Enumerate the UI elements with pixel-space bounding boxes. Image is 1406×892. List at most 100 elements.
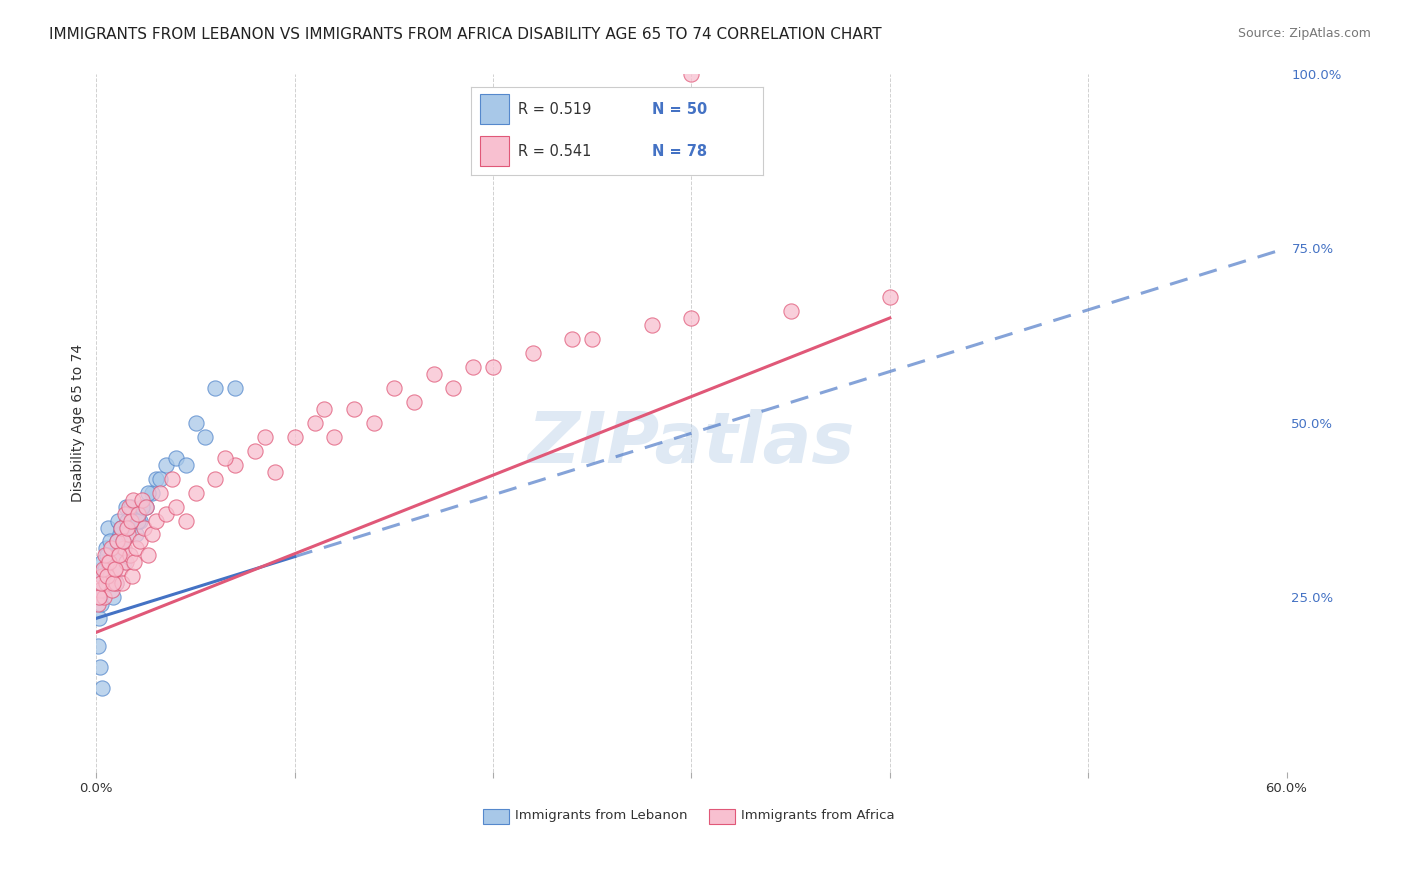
Point: [120, 549, 142, 563]
Point: [402, 394, 425, 409]
Point: [141, 485, 163, 500]
Point: [91, 569, 114, 583]
Point: [103, 576, 125, 591]
Text: Source: ZipAtlas.com: Source: ZipAtlas.com: [1237, 27, 1371, 40]
Point: [136, 485, 159, 500]
Point: [136, 549, 159, 563]
Point: [681, 310, 703, 325]
Point: [115, 500, 138, 514]
Point: [131, 500, 153, 514]
Point: [174, 458, 197, 472]
Point: [122, 492, 145, 507]
Point: [779, 304, 801, 318]
Point: [111, 576, 134, 591]
Point: [112, 556, 135, 570]
Point: [108, 562, 131, 576]
FancyBboxPatch shape: [709, 809, 735, 824]
Point: [115, 556, 138, 570]
Point: [224, 381, 246, 395]
Point: [641, 318, 664, 332]
Point: [264, 465, 287, 479]
FancyBboxPatch shape: [484, 809, 509, 824]
Point: [94, 562, 117, 576]
Point: [93, 591, 115, 605]
Text: Immigrants from Lebanon: Immigrants from Lebanon: [516, 809, 688, 822]
Point: [105, 534, 128, 549]
Point: [120, 514, 142, 528]
Point: [105, 534, 128, 549]
Point: [91, 681, 114, 695]
Point: [343, 401, 366, 416]
Point: [104, 562, 127, 576]
Point: [149, 485, 172, 500]
Point: [155, 507, 177, 521]
Point: [110, 520, 132, 534]
Point: [100, 562, 122, 576]
Point: [91, 583, 114, 598]
Point: [117, 520, 139, 534]
Point: [94, 549, 117, 563]
Point: [89, 591, 111, 605]
Point: [121, 507, 143, 521]
Point: [243, 443, 266, 458]
Point: [117, 527, 139, 541]
Point: [91, 562, 114, 576]
Point: [184, 485, 207, 500]
Point: [131, 492, 153, 507]
Point: [101, 556, 124, 570]
Point: [304, 416, 326, 430]
Point: [382, 381, 405, 395]
Point: [100, 541, 122, 556]
Point: [98, 534, 121, 549]
Point: [122, 556, 145, 570]
Point: [129, 534, 152, 549]
Point: [135, 500, 157, 514]
Point: [110, 520, 132, 534]
Point: [115, 520, 138, 534]
Point: [105, 576, 128, 591]
Point: [441, 381, 464, 395]
Point: [90, 576, 112, 591]
Point: [112, 534, 135, 549]
Point: [363, 416, 385, 430]
Point: [115, 514, 138, 528]
Point: [522, 346, 544, 360]
Point: [463, 359, 485, 374]
Point: [125, 527, 148, 541]
Point: [127, 514, 149, 528]
Point: [184, 416, 207, 430]
Point: [93, 569, 115, 583]
Point: [108, 549, 131, 563]
Point: [97, 520, 120, 534]
Text: ZIPatlas: ZIPatlas: [527, 409, 855, 478]
Point: [118, 500, 141, 514]
Point: [314, 401, 336, 416]
Point: [105, 576, 128, 591]
Point: [174, 514, 197, 528]
Point: [96, 576, 118, 591]
Point: [120, 500, 142, 514]
Point: [253, 430, 276, 444]
Point: [98, 576, 121, 591]
Point: [145, 472, 167, 486]
Point: [89, 591, 111, 605]
Point: [125, 541, 148, 556]
Point: [97, 556, 120, 570]
Point: [112, 534, 135, 549]
Point: [145, 514, 167, 528]
Point: [204, 381, 226, 395]
Point: [561, 332, 583, 346]
Point: [89, 611, 111, 625]
Point: [132, 520, 155, 534]
Point: [214, 450, 236, 465]
Text: Immigrants from Africa: Immigrants from Africa: [741, 809, 896, 822]
Point: [96, 569, 118, 583]
Y-axis label: Disability Age 65 to 74: Disability Age 65 to 74: [72, 343, 86, 502]
Point: [103, 569, 125, 583]
Point: [107, 514, 129, 528]
Point: [224, 458, 246, 472]
Point: [108, 527, 131, 541]
Point: [323, 430, 346, 444]
Point: [681, 66, 703, 80]
Point: [87, 598, 110, 612]
